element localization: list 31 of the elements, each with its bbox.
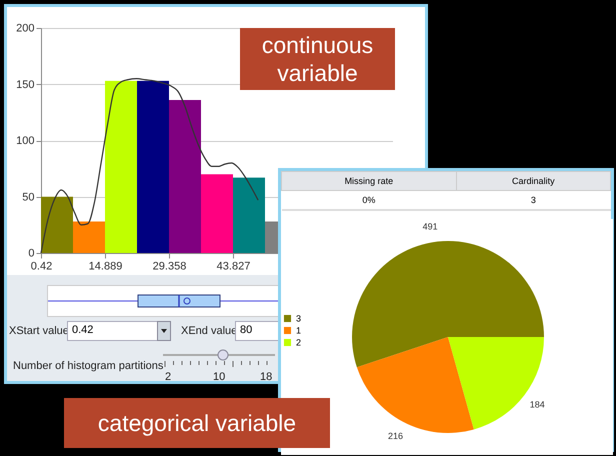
data-label: 184 — [530, 400, 545, 410]
y-tick-label: 0 — [28, 248, 34, 260]
text: 80 — [240, 324, 252, 336]
legend-label: 3 — [296, 314, 302, 324]
text: Cardinality — [456, 172, 610, 190]
y-tick-label: 150 — [16, 78, 34, 91]
legend-label: 1 — [296, 326, 302, 336]
pie-slice — [448, 337, 544, 430]
x-tick-label: 0.42 — [30, 260, 52, 272]
text: categorical variable — [64, 398, 330, 448]
y-tick-label: 50 — [22, 191, 34, 204]
annotation: 0% — [282, 190, 456, 210]
x-tick-label: 43.827 — [216, 260, 250, 272]
legend-label: 2 — [296, 338, 302, 348]
text: 2 — [165, 371, 172, 383]
text: 0.42 — [67, 321, 165, 341]
y-tick-label: 100 — [16, 135, 34, 147]
line-series — [40, 78, 259, 254]
pie-slice — [352, 241, 544, 368]
text: 18 — [260, 371, 272, 383]
text: Number of histogram partitions — [13, 360, 164, 372]
annotation: Missing rate — [282, 172, 456, 190]
x-tick-label: 14.889 — [88, 260, 122, 272]
y-tick-label: 200 — [16, 22, 34, 34]
pie-slice — [356, 337, 474, 433]
annotation: continuous variable — [240, 28, 395, 90]
x-tick-label: 29.358 — [152, 260, 186, 272]
data-label: 491 — [422, 221, 438, 232]
slice-label: 3 — [456, 190, 610, 210]
text: 10 — [213, 371, 226, 383]
data-label: 216 — [388, 430, 403, 441]
